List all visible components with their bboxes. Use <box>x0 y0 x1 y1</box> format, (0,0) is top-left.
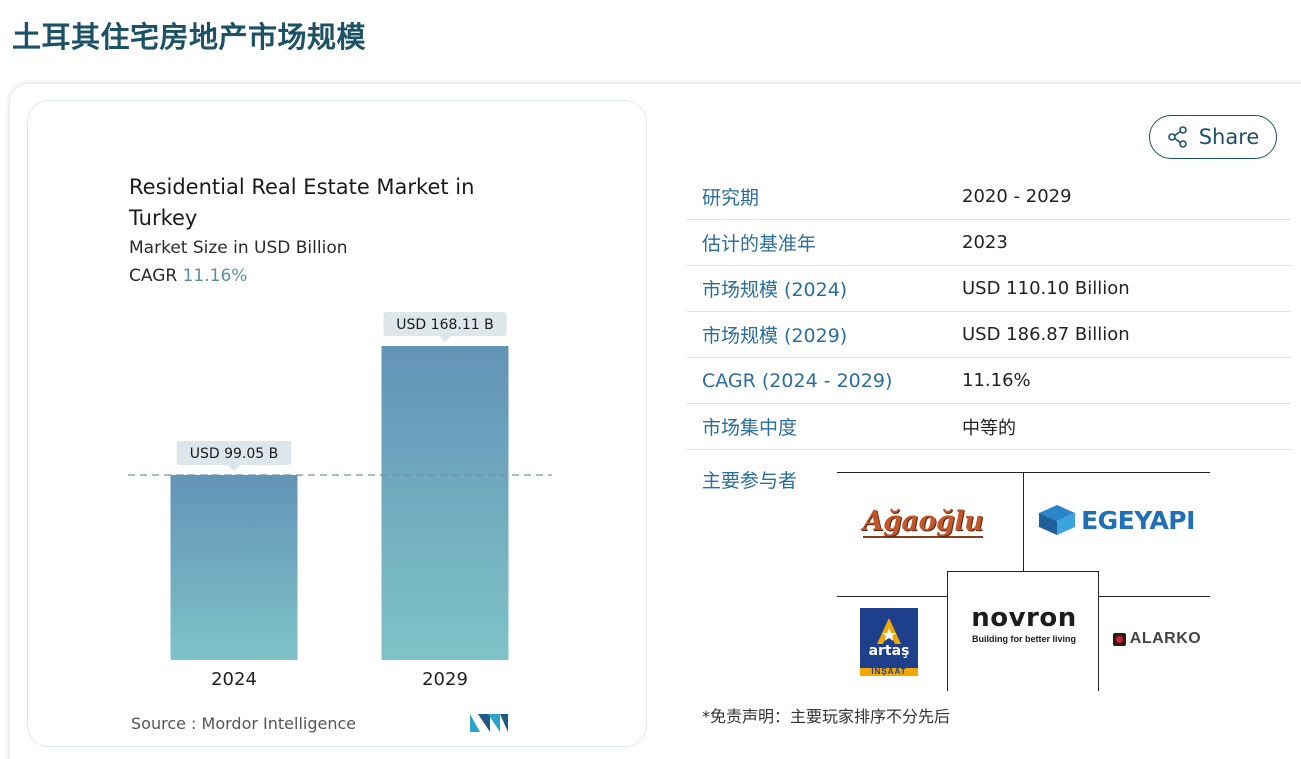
row-key: 估计的基准年 <box>702 233 817 255</box>
artas-logo[interactable]: artaş İNŞAAT <box>860 608 918 676</box>
cagr-label: CAGR <box>129 266 178 286</box>
row-key: 市场规模 (2029) <box>702 325 848 347</box>
bar-2024 <box>170 474 298 660</box>
players-grid-left-line <box>837 596 947 597</box>
table-row: 研究期 2020 - 2029 <box>687 174 1291 220</box>
chart-subtitle: Market Size in USD Billion <box>129 238 348 258</box>
key-players-label: 主要参与者 <box>702 470 798 492</box>
row-key: 研究期 <box>702 187 760 209</box>
artas-wordmark: artaş <box>868 642 910 659</box>
novron-logo-box <box>947 571 1099 691</box>
egeyapi-wordmark: EGEYAPI <box>1081 505 1195 535</box>
data-label-pointer-2024 <box>228 464 240 471</box>
table-row: 市场集中度 中等的 <box>687 404 1291 450</box>
players-grid-top-line <box>837 472 1210 473</box>
data-label-2024: USD 99.05 B <box>190 446 279 462</box>
row-key: CAGR (2024 - 2029) <box>702 369 893 392</box>
mordor-intelligence-logo <box>470 714 508 732</box>
alarko-mark-icon <box>1112 632 1126 646</box>
chart-cagr: CAGR 11.16% <box>129 266 247 286</box>
data-label-bg-2029 <box>383 312 507 336</box>
share-icon <box>1167 126 1187 148</box>
table-row: CAGR (2024 - 2029) 11.16% <box>687 358 1291 404</box>
cagr-value: 11.16% <box>182 266 248 286</box>
bar-chart: USD 99.05 B 2024 USD 168.11 B 2029 <box>128 312 552 690</box>
row-key: 市场集中度 <box>702 417 798 439</box>
data-label-2029: USD 168.11 B <box>396 317 493 333</box>
row-value: USD 110.10 Billion <box>962 278 1130 299</box>
artas-subtitle: İNŞAAT <box>871 667 907 676</box>
egeyapi-mark-icon <box>1039 505 1076 535</box>
row-key: 市场规模 (2024) <box>702 279 848 301</box>
alarko-wordmark: ALARKO <box>1129 630 1202 647</box>
bar-2029 <box>381 346 509 660</box>
share-label: Share <box>1198 125 1260 149</box>
players-grid-right-line <box>1099 596 1210 597</box>
row-value: USD 186.87 Billion <box>962 324 1130 345</box>
agaoglu-logo[interactable]: Ağaoğlu <box>858 500 988 546</box>
page-title: 土耳其住宅房地产市场规模 <box>12 20 367 54</box>
table-row: 估计的基准年 2023 <box>687 220 1291 266</box>
novron-tagline: Building for better living <box>972 634 1076 644</box>
agaoglu-wordmark: Ağaoğlu <box>862 506 984 538</box>
x-tick-label-2024: 2024 <box>211 669 257 690</box>
share-button[interactable]: Share <box>1149 115 1277 159</box>
artas-star-icon <box>877 617 901 644</box>
players-grid-divider <box>1023 473 1024 571</box>
novron-wordmark: novron <box>971 603 1077 633</box>
data-label-pointer-2029 <box>439 336 451 342</box>
table-row: 市场规模 (2029) USD 186.87 Billion <box>687 312 1291 358</box>
data-label-bg-2024 <box>176 440 292 465</box>
novron-logo[interactable]: novron Building for better living <box>955 600 1093 648</box>
market-info-table: 研究期 2020 - 2029 估计的基准年 2023 市场规模 (2024) … <box>687 174 1291 450</box>
egeyapi-logo[interactable]: EGEYAPI <box>1036 502 1198 538</box>
row-value: 中等的 <box>962 417 1016 439</box>
chart-title: Residential Real Estate Market in Turkey <box>129 175 475 230</box>
chart-card <box>27 100 647 747</box>
table-row: 市场规模 (2024) USD 110.10 Billion <box>687 266 1291 312</box>
disclaimer-text: *免责声明：主要玩家排序不分先后 <box>702 707 951 726</box>
row-value: 11.16% <box>962 370 1031 391</box>
row-value: 2020 - 2029 <box>962 186 1072 207</box>
x-tick-label-2029: 2029 <box>422 669 468 690</box>
alarko-logo[interactable]: ALARKO <box>1110 626 1204 652</box>
source-text: Source : Mordor Intelligence <box>131 714 357 733</box>
row-value: 2023 <box>962 232 1008 253</box>
